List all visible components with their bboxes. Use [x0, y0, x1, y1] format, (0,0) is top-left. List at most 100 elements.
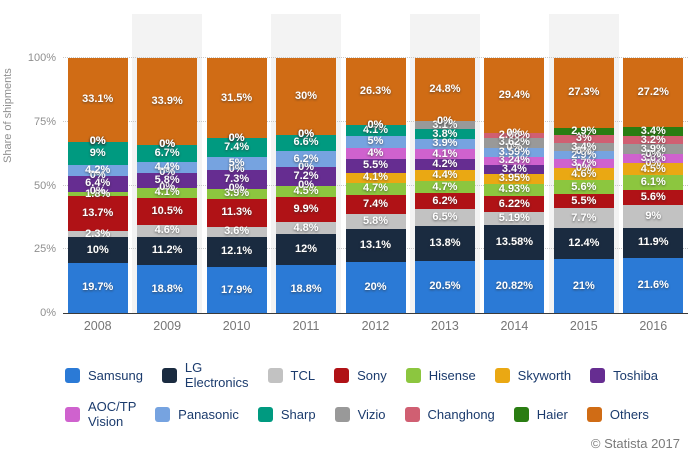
- segment-toshiba-2012[interactable]: 5.5%: [345, 158, 406, 173]
- segment-toshiba-2009[interactable]: 5.8%: [137, 172, 198, 188]
- segment-panasonic-2014[interactable]: 3.59%: [484, 146, 545, 157]
- segment-haier-2015[interactable]: 2.9%: [553, 125, 614, 136]
- segment-lg-electronics-2012[interactable]: 13.1%: [345, 228, 406, 262]
- segment-hisense-2009[interactable]: 4.1%: [137, 187, 198, 199]
- segment-panasonic-2008[interactable]: 4.2%: [67, 164, 128, 176]
- segment-aoc-tp-vision-2012[interactable]: 4%: [345, 147, 406, 159]
- segment-samsung-2008[interactable]: 19.7%: [67, 262, 128, 313]
- segment-sharp-2008[interactable]: 9%: [67, 141, 128, 165]
- segment-hisense-2011[interactable]: 4.5%: [276, 185, 337, 197]
- segment-samsung-2012[interactable]: 20%: [345, 262, 406, 313]
- segment-aoc-tp-vision-2016[interactable]: 3.6%: [623, 153, 684, 164]
- segment-skyworth-2013[interactable]: 4.4%: [414, 170, 475, 182]
- segment-panasonic-2010[interactable]: 5%: [206, 157, 267, 170]
- segment-aoc-tp-vision-2015[interactable]: 3.7%: [553, 158, 614, 169]
- segment-toshiba-2013[interactable]: 4.2%: [414, 159, 475, 170]
- segment-toshiba-2014[interactable]: 3.4%: [484, 163, 545, 174]
- segment-lg-electronics-2013[interactable]: 13.8%: [414, 225, 475, 261]
- segment-toshiba-2008[interactable]: 6.4%: [67, 175, 128, 192]
- segment-changhong-2015[interactable]: 3%: [553, 133, 614, 144]
- segment-changhong-2014[interactable]: 2.06%: [484, 130, 545, 141]
- segment-vizio-2016[interactable]: 3.9%: [623, 143, 684, 154]
- segment-others-2008[interactable]: 33.1%: [67, 57, 128, 142]
- segment-tcl-2016[interactable]: 9%: [623, 204, 684, 228]
- segment-aoc-tp-vision-2013[interactable]: 4.1%: [414, 148, 475, 160]
- segment-sharp-2009[interactable]: 6.7%: [137, 144, 198, 162]
- segment-panasonic-2015[interactable]: 2.9%: [553, 149, 614, 160]
- legend-item-tcl[interactable]: TCL: [267, 367, 315, 383]
- segment-toshiba-2011[interactable]: 7.2%: [276, 167, 337, 186]
- legend-item-vizio[interactable]: Vizio: [334, 406, 386, 422]
- segment-others-2014[interactable]: 29.4%: [484, 58, 545, 134]
- legend-item-samsung[interactable]: Samsung: [65, 367, 143, 383]
- segment-lg-electronics-2010[interactable]: 12.1%: [206, 236, 267, 268]
- legend-item-changhong[interactable]: Changhong: [404, 406, 495, 422]
- segment-hisense-2010[interactable]: 3.9%: [206, 188, 267, 199]
- segment-samsung-2010[interactable]: 17.9%: [206, 267, 267, 313]
- legend-item-toshiba[interactable]: Toshiba: [590, 367, 658, 383]
- legend-item-hisense[interactable]: Hisense: [405, 367, 476, 383]
- segment-others-2011[interactable]: 30%: [276, 58, 337, 135]
- segment-toshiba-2010[interactable]: 7.3%: [206, 169, 267, 189]
- segment-tcl-2008[interactable]: 2.3%: [67, 228, 128, 239]
- segment-lg-electronics-2011[interactable]: 12%: [276, 234, 337, 266]
- segment-vizio-2013[interactable]: 3.1%: [414, 119, 475, 130]
- segment-skyworth-2014[interactable]: 3.95%: [484, 173, 545, 184]
- segment-others-2010[interactable]: 31.5%: [206, 58, 267, 139]
- segment-panasonic-2013[interactable]: 3.9%: [414, 138, 475, 149]
- segment-samsung-2013[interactable]: 20.5%: [414, 260, 475, 313]
- segment-lg-electronics-2014[interactable]: 13.58%: [484, 225, 545, 260]
- segment-vizio-2014[interactable]: 3.62%: [484, 137, 545, 148]
- segment-skyworth-2016[interactable]: 4.5%: [623, 163, 684, 175]
- legend-item-lg-electronics[interactable]: LG Electronics: [161, 360, 249, 390]
- segment-others-2015[interactable]: 27.3%: [553, 58, 614, 128]
- segment-sony-2009[interactable]: 10.5%: [137, 198, 198, 225]
- segment-samsung-2014[interactable]: 20.82%: [484, 259, 545, 313]
- segment-aoc-tp-vision-2014[interactable]: 3.24%: [484, 155, 545, 166]
- segment-panasonic-2011[interactable]: 6.2%: [276, 151, 337, 168]
- segment-hisense-2013[interactable]: 4.7%: [414, 181, 475, 194]
- legend-item-sharp[interactable]: Sharp: [257, 406, 316, 422]
- segment-others-2016[interactable]: 27.2%: [623, 58, 684, 128]
- segment-sony-2010[interactable]: 11.3%: [206, 198, 267, 228]
- segment-tcl-2010[interactable]: 3.6%: [206, 226, 267, 237]
- legend-item-sony[interactable]: Sony: [334, 367, 387, 383]
- segment-hisense-2015[interactable]: 5.6%: [553, 179, 614, 195]
- segment-tcl-2014[interactable]: 5.19%: [484, 212, 545, 226]
- segment-others-2012[interactable]: 26.3%: [345, 58, 406, 126]
- segment-samsung-2015[interactable]: 21%: [553, 259, 614, 313]
- legend-item-others[interactable]: Others: [586, 406, 649, 422]
- segment-samsung-2009[interactable]: 18.8%: [137, 265, 198, 313]
- segment-lg-electronics-2009[interactable]: 11.2%: [137, 236, 198, 266]
- segment-samsung-2016[interactable]: 21.6%: [623, 257, 684, 313]
- segment-tcl-2011[interactable]: 4.8%: [276, 222, 337, 235]
- segment-sharp-2012[interactable]: 4.1%: [345, 124, 406, 136]
- segment-skyworth-2015[interactable]: 4.6%: [553, 168, 614, 180]
- legend-item-skyworth[interactable]: Skyworth: [494, 367, 571, 383]
- segment-hisense-2016[interactable]: 6.1%: [623, 174, 684, 191]
- segment-others-2009[interactable]: 33.9%: [137, 58, 198, 145]
- segment-hisense-2014[interactable]: 4.93%: [484, 183, 545, 197]
- segment-samsung-2011[interactable]: 18.8%: [276, 265, 337, 313]
- segment-tcl-2009[interactable]: 4.6%: [137, 225, 198, 237]
- segment-hisense-2008[interactable]: 1.8%: [67, 188, 128, 199]
- segment-sony-2016[interactable]: 5.6%: [623, 190, 684, 205]
- segment-tcl-2015[interactable]: 7.7%: [553, 208, 614, 228]
- segment-sharp-2013[interactable]: 3.8%: [414, 128, 475, 139]
- segment-sharp-2010[interactable]: 7.4%: [206, 138, 267, 158]
- segment-vizio-2015[interactable]: 3.4%: [553, 141, 614, 152]
- segment-lg-electronics-2016[interactable]: 11.9%: [623, 227, 684, 258]
- segment-tcl-2012[interactable]: 5.8%: [345, 213, 406, 229]
- segment-sharp-2011[interactable]: 6.6%: [276, 134, 337, 152]
- segment-sony-2011[interactable]: 9.9%: [276, 197, 337, 223]
- segment-lg-electronics-2008[interactable]: 10%: [67, 237, 128, 263]
- segment-panasonic-2009[interactable]: 4.4%: [137, 161, 198, 173]
- segment-sony-2008[interactable]: 13.7%: [67, 196, 128, 232]
- legend-item-panasonic[interactable]: Panasonic: [155, 406, 239, 422]
- segment-haier-2016[interactable]: 3.4%: [623, 126, 684, 137]
- segment-sony-2014[interactable]: 6.22%: [484, 196, 545, 213]
- legend-item-aoc-tp-vision[interactable]: AOC/TP Vision: [65, 399, 136, 429]
- segment-changhong-2016[interactable]: 3.2%: [623, 134, 684, 145]
- segment-skyworth-2012[interactable]: 4.1%: [345, 172, 406, 183]
- segment-panasonic-2012[interactable]: 5%: [345, 135, 406, 149]
